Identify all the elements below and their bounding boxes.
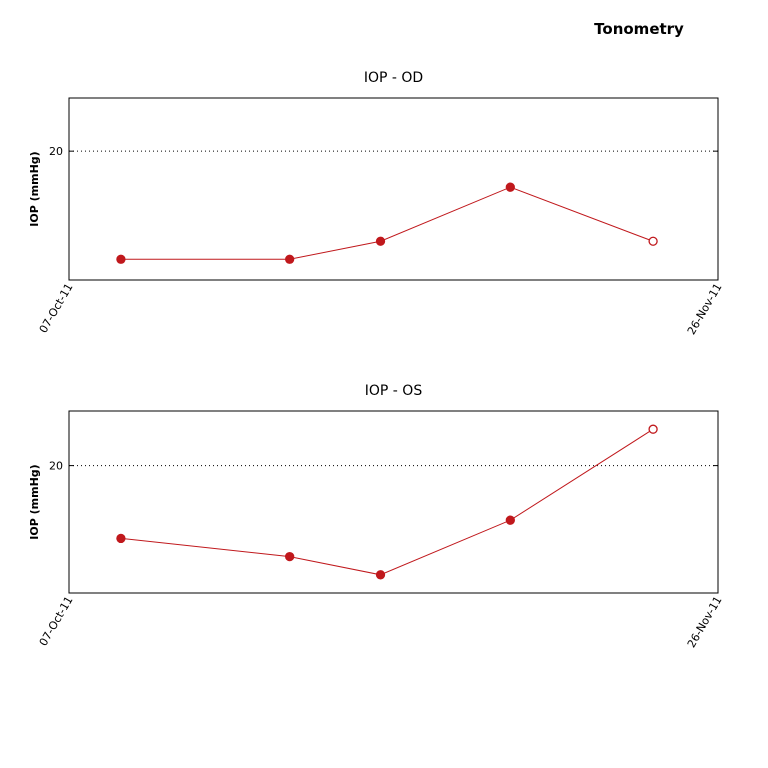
data-point <box>116 533 126 544</box>
data-point <box>285 551 295 562</box>
chart-title: IOP - OS <box>365 383 423 399</box>
data-point <box>648 236 658 246</box>
data-point <box>285 254 295 264</box>
page-title: Tonometry <box>594 20 684 38</box>
data-point <box>505 515 515 525</box>
y-tick-label: 20 <box>49 145 63 158</box>
chart-title: IOP - OD <box>364 70 423 86</box>
x-tick-label: 26-Nov-11 <box>685 281 725 337</box>
series-line <box>120 186 654 260</box>
data-point <box>375 236 386 246</box>
plot-frame <box>68 410 719 594</box>
plot-frame <box>68 97 719 281</box>
x-tick-label: 26-Nov-11 <box>685 594 725 650</box>
data-point <box>505 182 515 192</box>
x-tick-label: 07-Oct-11 <box>37 594 76 648</box>
series-line <box>120 428 654 576</box>
x-tick-label: 07-Oct-11 <box>37 281 76 335</box>
y-axis-label: IOP (mmHg) <box>28 464 41 539</box>
y-axis-label: IOP (mmHg) <box>28 151 41 226</box>
data-point <box>648 424 658 434</box>
data-point <box>116 254 126 264</box>
y-tick-label: 20 <box>49 460 63 473</box>
data-point <box>375 570 386 580</box>
